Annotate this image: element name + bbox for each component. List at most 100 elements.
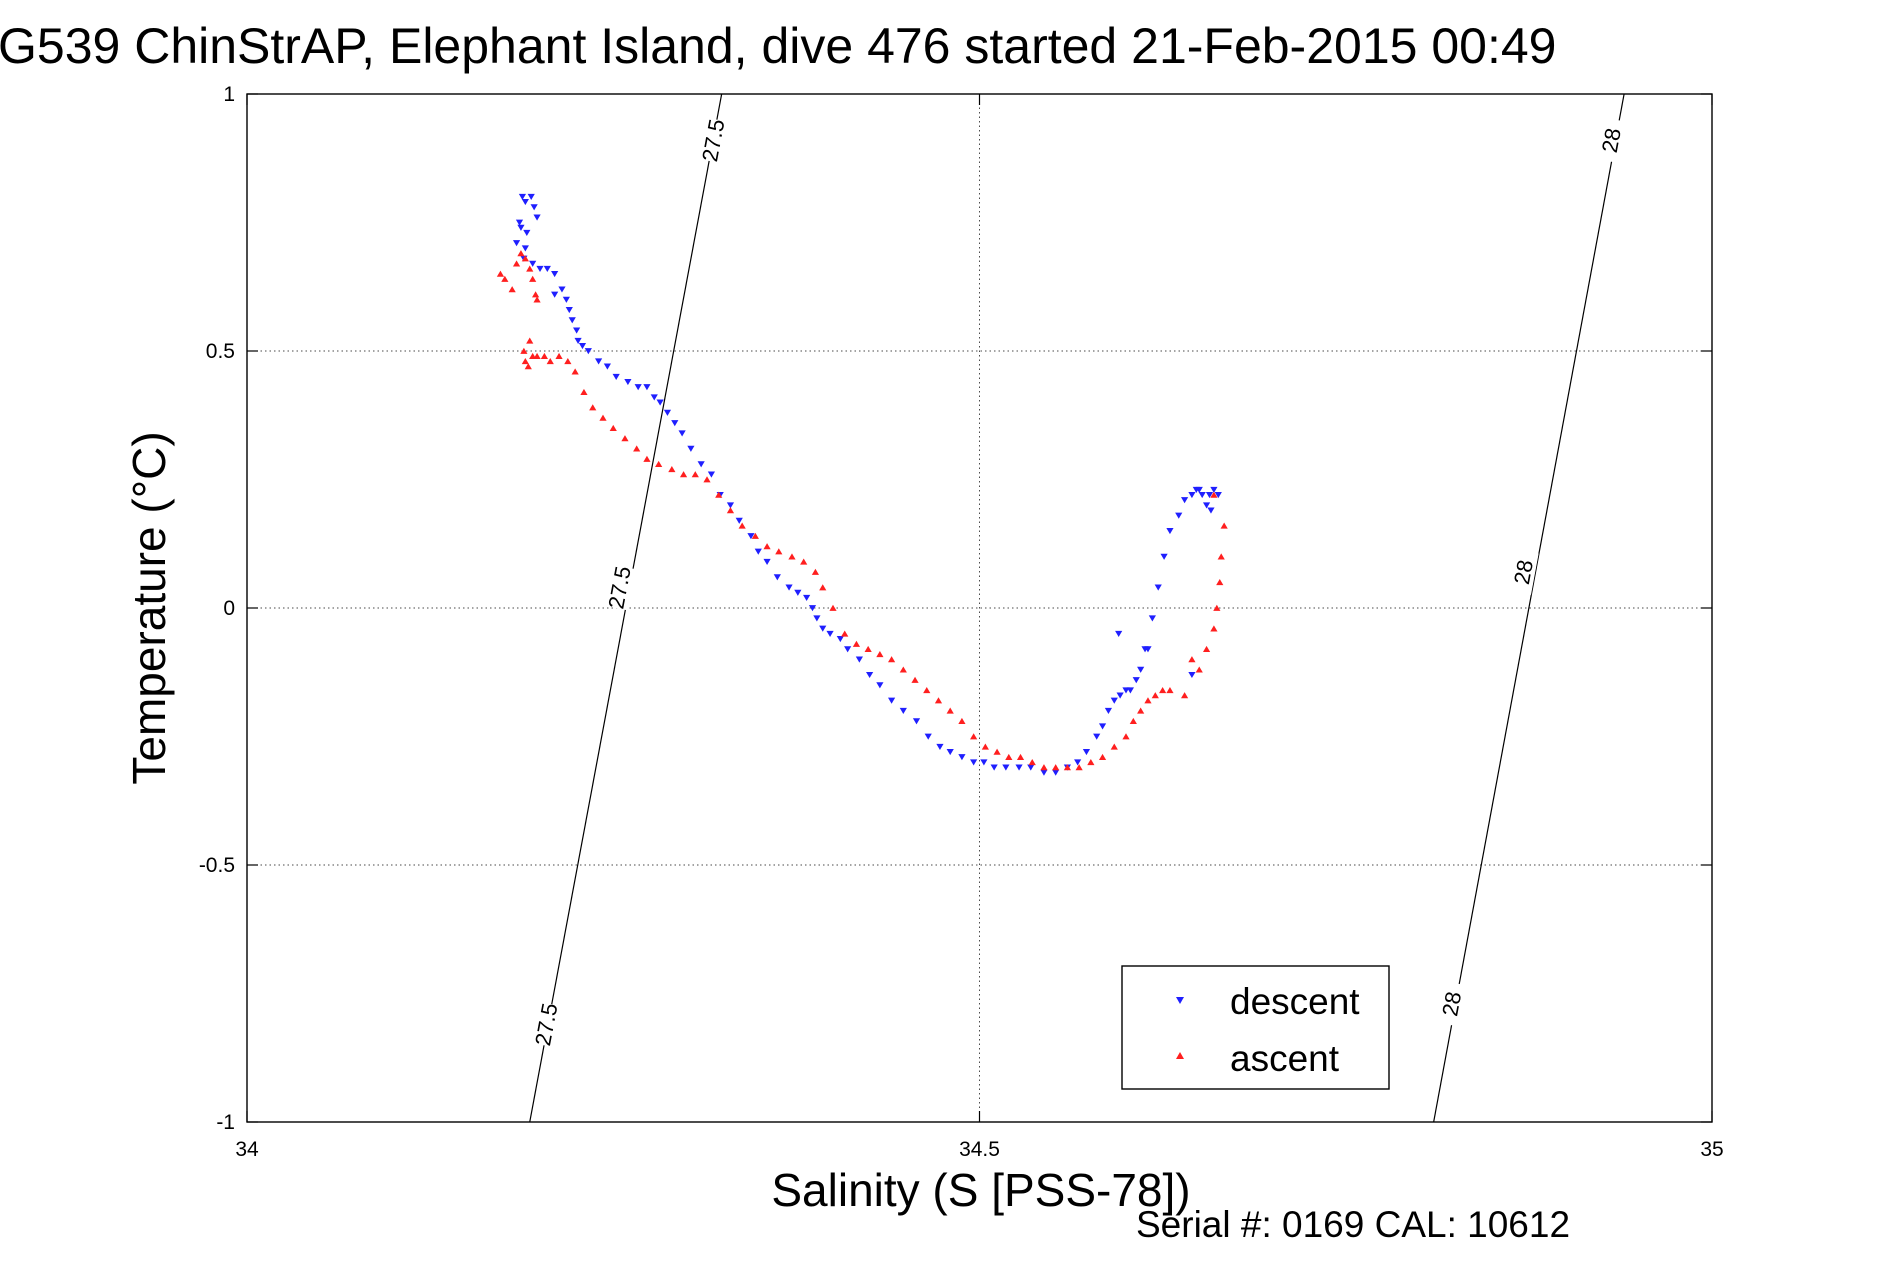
contour-label: 28 bbox=[1509, 558, 1538, 587]
descent-point bbox=[785, 584, 793, 591]
ascent-point bbox=[1075, 764, 1083, 771]
ascent-point bbox=[589, 404, 597, 411]
ascent-point bbox=[1166, 687, 1174, 694]
ascent-point bbox=[1052, 764, 1060, 771]
descent-point bbox=[876, 682, 884, 689]
descent-point bbox=[980, 759, 988, 766]
descent-point bbox=[1015, 764, 1023, 771]
descent-point bbox=[836, 635, 844, 643]
ascent-point bbox=[1005, 753, 1013, 760]
legend-descent-marker bbox=[1176, 997, 1184, 1004]
y-axis-label: Temperature (°C) bbox=[123, 431, 175, 784]
descent-point bbox=[1195, 486, 1203, 494]
ascent-point bbox=[852, 640, 861, 647]
density-contour-line bbox=[1433, 93, 1625, 1123]
ascent-point bbox=[520, 347, 528, 354]
descent-point bbox=[946, 749, 954, 756]
descent-point bbox=[650, 394, 658, 401]
ascent-point bbox=[1213, 604, 1221, 611]
ascent-point bbox=[726, 507, 735, 514]
ascent-point bbox=[800, 558, 808, 565]
descent-point bbox=[1205, 492, 1214, 499]
ascent-point bbox=[540, 352, 548, 360]
descent-point bbox=[1181, 497, 1189, 504]
descent-point bbox=[990, 764, 998, 771]
ascent-point bbox=[512, 260, 521, 267]
descent-point bbox=[1002, 764, 1010, 771]
descent-point bbox=[826, 630, 834, 637]
x-tick-label: 34 bbox=[235, 1138, 259, 1161]
descent-point bbox=[1154, 584, 1162, 591]
descent-point bbox=[958, 754, 966, 761]
ascent-point bbox=[775, 548, 783, 555]
descent-point bbox=[808, 605, 817, 612]
descent-point bbox=[574, 337, 582, 344]
contour-label: 28 bbox=[1437, 990, 1466, 1019]
descent-point bbox=[844, 646, 852, 653]
descent-point bbox=[794, 589, 802, 596]
descent-point bbox=[888, 697, 896, 704]
descent-point bbox=[523, 229, 531, 237]
ascent-point bbox=[546, 358, 554, 365]
x-tick-label: 34.5 bbox=[959, 1138, 1000, 1161]
descent-point bbox=[634, 384, 642, 391]
descent-point bbox=[763, 558, 771, 565]
ascent-point bbox=[1144, 697, 1152, 704]
ascent-point bbox=[876, 651, 884, 658]
descent-point bbox=[578, 342, 587, 350]
descent-point bbox=[819, 625, 827, 632]
descent-point bbox=[855, 656, 863, 663]
ascent-point bbox=[533, 296, 541, 303]
descent-point bbox=[551, 291, 559, 298]
descent-point bbox=[1116, 692, 1124, 699]
descent-point bbox=[1040, 769, 1048, 776]
descent-point bbox=[1198, 492, 1206, 499]
ascent-point bbox=[621, 435, 629, 442]
ascent-point bbox=[508, 286, 516, 293]
ascent-point bbox=[1110, 743, 1118, 750]
ascent-point bbox=[501, 275, 509, 282]
ascent-point bbox=[1098, 753, 1107, 760]
grid-lines bbox=[247, 94, 1712, 1122]
ascent-point bbox=[532, 291, 540, 298]
ascent-point bbox=[738, 522, 746, 529]
ascent-point bbox=[633, 445, 641, 452]
ascent-point bbox=[1040, 764, 1048, 771]
y-tick-labels: 1 0.5 0 -0.5 -1 bbox=[199, 83, 235, 1134]
ascent-point bbox=[1210, 625, 1218, 632]
ascent-point bbox=[715, 491, 723, 498]
descent-point bbox=[551, 271, 559, 278]
descent-point bbox=[1207, 507, 1215, 514]
descent-point bbox=[1137, 666, 1145, 673]
descent-point bbox=[568, 317, 576, 324]
ascent-point bbox=[1216, 579, 1224, 586]
ascent-point bbox=[911, 676, 919, 683]
ascent-point bbox=[643, 455, 651, 462]
descent-point bbox=[735, 517, 743, 524]
ascent-point bbox=[934, 697, 943, 704]
ascent-point bbox=[521, 358, 529, 365]
descent-point bbox=[924, 733, 932, 740]
descent-point bbox=[624, 378, 632, 386]
ascent-point bbox=[571, 368, 579, 375]
ascent-point bbox=[981, 743, 989, 750]
descent-series bbox=[512, 193, 1222, 776]
descent-point bbox=[803, 594, 811, 601]
ascent-point bbox=[1151, 692, 1159, 699]
ascent-point bbox=[923, 687, 931, 694]
contour-label-background bbox=[1595, 117, 1627, 164]
descent-point bbox=[1104, 707, 1113, 715]
x-tick-labels: 34 34.5 35 bbox=[235, 1138, 1723, 1161]
ascent-point bbox=[529, 275, 537, 282]
descent-point bbox=[536, 265, 544, 272]
legend: descent ascent bbox=[1121, 965, 1390, 1090]
descent-point bbox=[936, 743, 944, 751]
descent-point bbox=[970, 759, 978, 766]
descent-point bbox=[1160, 553, 1168, 560]
ascent-point bbox=[1028, 758, 1036, 766]
x-axis-label: Salinity (S [PSS-78]) bbox=[771, 1164, 1190, 1216]
descent-point bbox=[726, 502, 735, 509]
ascent-point bbox=[580, 388, 588, 395]
